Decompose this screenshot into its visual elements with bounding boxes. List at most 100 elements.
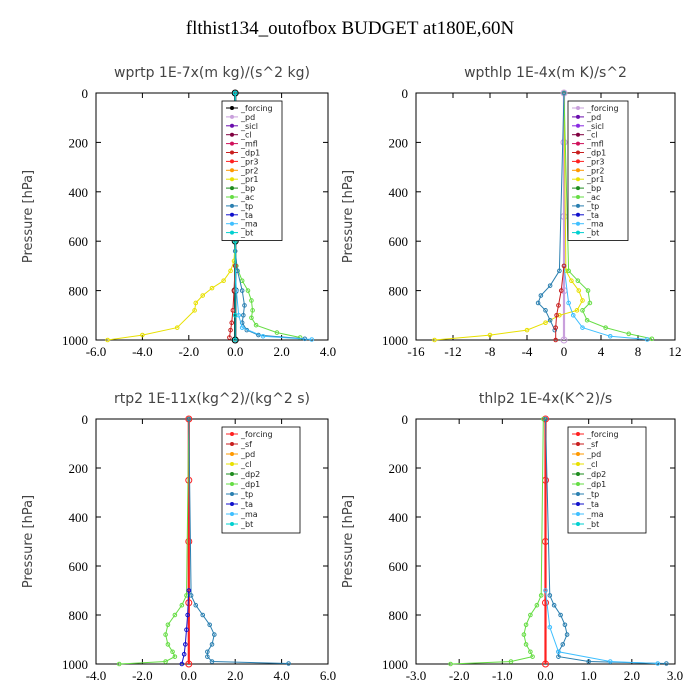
data-point bbox=[253, 322, 259, 328]
panel-title: thlp2 1E-4x(K^2)/s bbox=[479, 391, 612, 407]
legend-entry: _cl bbox=[586, 131, 598, 140]
data-point bbox=[569, 278, 574, 284]
data-point bbox=[184, 627, 189, 633]
legend-entry: _pr3 bbox=[240, 157, 258, 166]
data-point bbox=[165, 622, 171, 628]
series-forcing bbox=[542, 415, 549, 668]
legend-marker bbox=[576, 230, 580, 235]
legend-marker bbox=[576, 203, 580, 208]
data-point bbox=[626, 331, 632, 337]
data-point bbox=[207, 622, 212, 628]
data-point bbox=[547, 283, 553, 288]
series-line bbox=[234, 93, 305, 340]
data-point bbox=[574, 308, 580, 313]
chart-panel-3: rtp2 1E-11x(kg^2)/(kg^2 s) Pressure [hPa]… bbox=[21, 391, 336, 683]
legend-marker bbox=[576, 150, 580, 155]
legend-marker bbox=[576, 442, 580, 446]
x-tick-label: 4.0 bbox=[273, 668, 289, 683]
x-tick-label: -2.0 bbox=[449, 668, 470, 683]
series-tp bbox=[186, 416, 291, 666]
data-point bbox=[185, 612, 190, 618]
data-point bbox=[232, 337, 238, 343]
data-point bbox=[523, 642, 529, 647]
series-line bbox=[434, 92, 584, 341]
data-point bbox=[603, 325, 608, 330]
data-point bbox=[575, 278, 581, 284]
data-point bbox=[186, 588, 192, 593]
legend-marker bbox=[576, 132, 580, 137]
legend-entry: _forcing bbox=[586, 104, 619, 113]
data-point bbox=[234, 288, 239, 293]
data-point bbox=[570, 313, 576, 318]
legend-entry: _ta bbox=[586, 500, 599, 509]
data-point bbox=[205, 649, 210, 655]
x-tick-label: -2.0 bbox=[132, 668, 153, 683]
legend-entry: _ma bbox=[240, 510, 258, 519]
data-point bbox=[585, 288, 591, 293]
legend-marker bbox=[576, 502, 580, 506]
legend-marker bbox=[230, 221, 234, 226]
legend-marker bbox=[230, 462, 234, 466]
data-point bbox=[562, 622, 568, 628]
legend-entry: _dp1 bbox=[586, 480, 606, 489]
data-point bbox=[664, 661, 669, 666]
legend-marker bbox=[230, 203, 234, 208]
legend-entry: _bt bbox=[586, 229, 599, 238]
data-point bbox=[245, 288, 251, 293]
y-tick-label: 1000 bbox=[62, 333, 88, 348]
data-point bbox=[587, 300, 593, 306]
data-point bbox=[185, 476, 193, 484]
legend-marker bbox=[576, 522, 580, 526]
data-point bbox=[538, 593, 544, 598]
legend-box bbox=[567, 426, 647, 534]
y-tick-label: 600 bbox=[69, 234, 89, 249]
data-point bbox=[580, 298, 585, 303]
data-point bbox=[172, 612, 178, 618]
legend-entry: _ma bbox=[240, 220, 258, 229]
y-tick-label: 0 bbox=[82, 412, 89, 427]
data-point bbox=[535, 300, 541, 306]
data-point bbox=[116, 661, 122, 667]
y-tick-label: 800 bbox=[69, 284, 89, 299]
y-tick-label: 1000 bbox=[382, 333, 408, 348]
data-point bbox=[542, 599, 549, 607]
legend-entry: _forcing bbox=[240, 104, 273, 113]
x-tick-label: 0.0 bbox=[181, 668, 197, 683]
legend-entry: _ta bbox=[240, 211, 253, 220]
legend-entry: _pr1 bbox=[586, 175, 604, 184]
legend-marker bbox=[230, 168, 234, 173]
data-point bbox=[547, 624, 553, 630]
data-point bbox=[165, 642, 171, 647]
x-tick-label: -16 bbox=[407, 344, 425, 359]
x-tick-label: -4.0 bbox=[132, 344, 153, 359]
x-tick-label: -8 bbox=[485, 344, 496, 359]
data-point bbox=[170, 649, 175, 655]
legend-marker bbox=[576, 212, 580, 217]
chart-panel-4: thlp2 1E-4x(K^2)/s Pressure [hPa] -3.0 -2.0… bbox=[341, 391, 683, 683]
legend-marker bbox=[576, 123, 580, 128]
legend-entry: _tp bbox=[240, 490, 253, 499]
data-point bbox=[221, 278, 226, 284]
data-point bbox=[554, 313, 559, 318]
y-tick-label: 0 bbox=[402, 412, 409, 427]
data-point bbox=[192, 308, 197, 313]
data-point bbox=[528, 612, 533, 618]
data-point bbox=[521, 632, 527, 637]
data-point bbox=[227, 335, 232, 340]
data-point bbox=[563, 268, 569, 274]
data-point bbox=[200, 293, 206, 298]
y-tick-label: 200 bbox=[389, 461, 409, 476]
chart-panel-1: wprtp 1E-7x(m kg)/(s^2 kg) Pressure [hPa]… bbox=[21, 65, 336, 359]
data-point bbox=[564, 632, 570, 637]
x-tick-label: -4 bbox=[522, 344, 533, 359]
y-tick-label: 0 bbox=[82, 86, 89, 101]
data-point bbox=[560, 336, 568, 344]
legend-entry: _mfl bbox=[240, 140, 258, 149]
data-point bbox=[228, 268, 233, 274]
y-tick-label: 0 bbox=[402, 86, 409, 101]
legend-entry: _pd bbox=[586, 450, 601, 459]
data-point bbox=[183, 642, 188, 647]
series-line bbox=[545, 590, 658, 664]
y-axis-label: Pressure [hPa] bbox=[21, 495, 36, 588]
data-point bbox=[228, 327, 233, 333]
